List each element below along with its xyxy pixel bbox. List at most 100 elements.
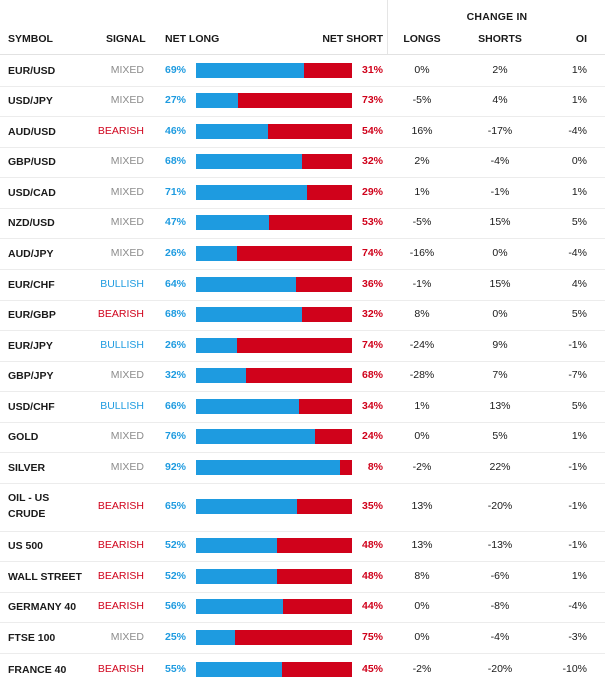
sentiment-bar-long-fill	[196, 538, 278, 553]
shorts-change-value: 2%	[492, 64, 508, 76]
symbol-label[interactable]: GOLD	[8, 431, 39, 443]
sentiment-bar	[196, 662, 352, 677]
shorts-change-value: -8%	[490, 600, 510, 612]
symbol-label[interactable]: FRANCE 40	[8, 664, 67, 676]
sentiment-bar-long-fill	[196, 215, 270, 230]
net-short-value: 74%	[361, 339, 383, 351]
symbol-label[interactable]: WALL STREET	[8, 571, 82, 583]
symbol-label[interactable]: US 500	[8, 540, 44, 552]
signal-column-header[interactable]: SIGNAL	[106, 33, 146, 45]
table-row[interactable]: AUD/JPY MIXED 26% 74% -16% 0% -4%	[0, 238, 605, 270]
sentiment-bar	[196, 246, 352, 261]
symbol-label[interactable]: GBP/USD	[8, 156, 56, 168]
sentiment-bar	[196, 124, 352, 139]
table-row[interactable]: GBP/USD MIXED 68% 32% 2% -4% 0%	[0, 147, 605, 178]
sentiment-bar-long-fill	[196, 277, 296, 292]
net-long-value: 26%	[165, 339, 187, 351]
longs-column-header[interactable]: LONGS	[403, 33, 441, 45]
table-row[interactable]: EUR/USD MIXED 69% 31% 0% 2% 1%	[0, 55, 605, 87]
net-long-value: 52%	[165, 570, 187, 582]
table-row[interactable]: WALL STREET BEARISH 52% 48% 8% -6% 1%	[0, 561, 605, 593]
shorts-change-value: 4%	[492, 94, 508, 106]
table-row[interactable]: GOLD MIXED 76% 24% 0% 5% 1%	[0, 422, 605, 453]
table-row[interactable]: GERMANY 40 BEARISH 56% 44% 0% -8% -4%	[0, 592, 605, 623]
symbol-label[interactable]: NZD/USD	[8, 217, 55, 229]
table-row[interactable]: EUR/CHF BULLISH 64% 36% -1% 15% 4%	[0, 269, 605, 301]
table-row[interactable]: FTSE 100 MIXED 25% 75% 0% -4% -3%	[0, 622, 605, 654]
symbol-label[interactable]: EUR/GBP	[8, 309, 56, 321]
table-row[interactable]: USD/CHF BULLISH 66% 34% 1% 13% 5%	[0, 391, 605, 423]
signal-label: BEARISH	[97, 663, 144, 675]
sentiment-bar	[196, 460, 352, 475]
oi-column-header[interactable]: OI	[575, 33, 587, 45]
table-row[interactable]: USD/JPY MIXED 27% 73% -5% 4% 1%	[0, 86, 605, 117]
shorts-change-value: -4%	[490, 631, 510, 643]
table-row[interactable]: EUR/GBP BEARISH 68% 32% 8% 0% 5%	[0, 300, 605, 331]
shorts-change-value: -20%	[487, 500, 513, 512]
signal-label: BEARISH	[97, 600, 144, 612]
signal-label: MIXED	[110, 94, 144, 106]
net-long-value: 56%	[165, 600, 187, 612]
sentiment-bar	[196, 399, 352, 414]
shorts-column-header[interactable]: SHORTS	[478, 33, 522, 45]
sentiment-bar	[196, 538, 352, 553]
change-in-header-group: CHANGE IN	[387, 0, 605, 26]
table-row[interactable]: US 500 BEARISH 52% 48% 13% -13% -1%	[0, 531, 605, 562]
longs-change-value: 0%	[414, 430, 430, 442]
net-long-value: 76%	[165, 430, 187, 442]
shorts-change-value: 9%	[492, 339, 508, 351]
symbol-label[interactable]: USD/CHF	[8, 401, 55, 413]
table-row[interactable]: NZD/USD MIXED 47% 53% -5% 15% 5%	[0, 208, 605, 239]
longs-change-value: -5%	[412, 216, 432, 228]
oi-change-value: 1%	[571, 570, 587, 582]
symbol-label[interactable]: AUD/USD	[8, 126, 56, 138]
sentiment-bar-long-fill	[196, 599, 284, 614]
symbol-label[interactable]: EUR/JPY	[8, 340, 53, 352]
net-short-column-header[interactable]: NET SHORT	[322, 33, 383, 45]
table-row[interactable]: AUD/USD BEARISH 46% 54% 16% -17% -4%	[0, 116, 605, 148]
table-row[interactable]: USD/CAD MIXED 71% 29% 1% -1% 1%	[0, 177, 605, 209]
symbol-label[interactable]: USD/CAD	[8, 187, 56, 199]
signal-label: MIXED	[110, 186, 144, 198]
oi-change-value: -4%	[568, 125, 587, 137]
symbol-label[interactable]: AUD/JPY	[8, 248, 54, 260]
oi-change-value: -1%	[568, 339, 587, 351]
symbol-column-header[interactable]: SYMBOL	[8, 33, 53, 45]
oi-change-value: -4%	[568, 247, 587, 259]
symbol-label[interactable]: USD/JPY	[8, 95, 53, 107]
symbol-label[interactable]: OIL - US CRUDE	[8, 492, 50, 520]
table-row[interactable]: EUR/JPY BULLISH 26% 74% -24% 9% -1%	[0, 330, 605, 362]
table-row[interactable]: OIL - US CRUDE BEARISH 65% 35% 13% -20% -1%	[0, 483, 605, 532]
sentiment-bar	[196, 569, 352, 584]
table-row[interactable]: FRANCE 40 BEARISH 55% 45% -2% -20% -10%	[0, 653, 605, 686]
oi-change-value: 5%	[571, 400, 587, 412]
symbol-label[interactable]: FTSE 100	[8, 632, 56, 644]
net-long-value: 92%	[165, 461, 187, 473]
net-long-value: 27%	[165, 94, 187, 106]
net-short-value: 44%	[361, 600, 383, 612]
shorts-change-value: 15%	[489, 216, 511, 228]
signal-label: MIXED	[110, 64, 144, 76]
sentiment-bar	[196, 185, 352, 200]
net-long-value: 25%	[165, 631, 187, 643]
longs-change-value: -24%	[409, 339, 435, 351]
net-long-value: 52%	[165, 539, 187, 551]
signal-label: BEARISH	[97, 570, 144, 582]
symbol-label[interactable]: EUR/CHF	[8, 279, 55, 291]
symbol-label[interactable]: GERMANY 40	[8, 601, 77, 613]
sentiment-bar	[196, 307, 352, 322]
table-row[interactable]: SILVER MIXED 92% 8% -2% 22% -1%	[0, 452, 605, 484]
net-long-column-header[interactable]: NET LONG	[165, 33, 220, 45]
oi-change-value: 5%	[571, 216, 587, 228]
symbol-label[interactable]: SILVER	[8, 462, 46, 474]
shorts-change-value: 13%	[489, 400, 511, 412]
signal-label: MIXED	[110, 155, 144, 167]
symbol-label[interactable]: GBP/JPY	[8, 370, 54, 382]
table-row[interactable]: GBP/JPY MIXED 32% 68% -28% 7% -7%	[0, 361, 605, 392]
symbol-label[interactable]: EUR/USD	[8, 65, 56, 77]
longs-change-value: 1%	[414, 400, 430, 412]
sentiment-bar-long-fill	[196, 499, 298, 514]
sentiment-bar-long-fill	[196, 185, 307, 200]
net-long-value: 68%	[165, 308, 187, 320]
oi-change-value: -3%	[568, 631, 587, 643]
